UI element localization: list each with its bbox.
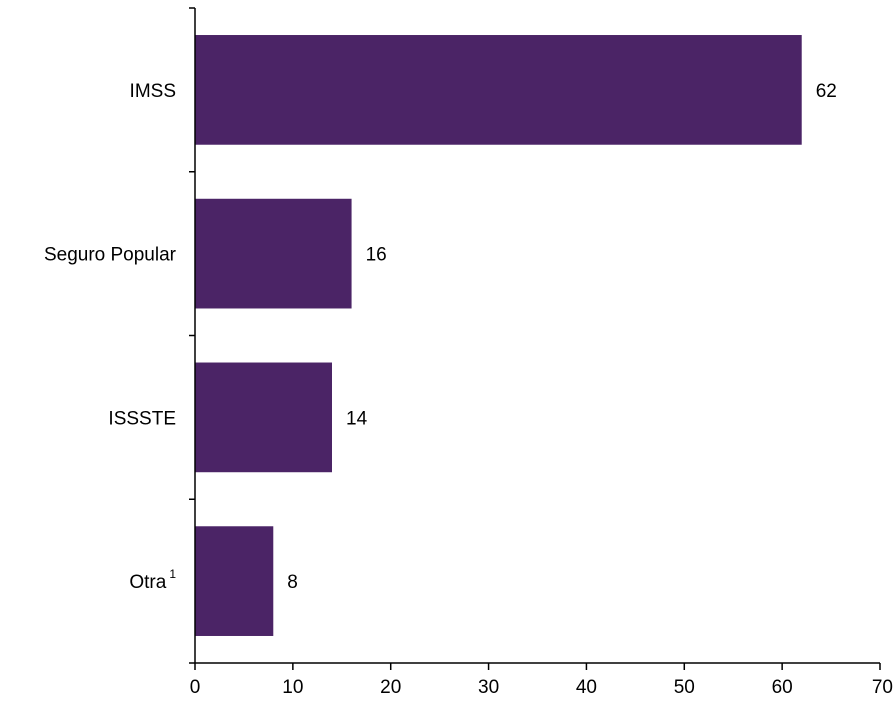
x-tick-label-0: 0 xyxy=(190,677,201,698)
bar-3 xyxy=(195,526,274,636)
data-label-0: 62 xyxy=(816,81,837,102)
category-label-text-2: ISSSTE xyxy=(108,408,176,429)
x-tick-label-4: 40 xyxy=(576,677,597,698)
x-tick-label-3: 30 xyxy=(478,677,499,698)
category-label-text-0: IMSS xyxy=(130,81,176,102)
x-tick-label-6: 60 xyxy=(772,677,793,698)
data-label-2: 14 xyxy=(346,408,368,429)
category-label-3: Otra 1 xyxy=(129,567,176,593)
bar-0 xyxy=(195,35,802,145)
data-labels-group: 62 16 14 8 xyxy=(287,81,837,593)
data-label-3: 8 xyxy=(287,572,298,593)
x-tick-label-2: 20 xyxy=(380,677,401,698)
bars-group xyxy=(195,35,802,636)
axes-group xyxy=(189,7,880,664)
bar-1 xyxy=(195,198,352,309)
category-label-2: ISSSTE xyxy=(108,408,176,429)
x-tick-label-1: 10 xyxy=(282,677,303,698)
bar-2 xyxy=(195,362,332,473)
x-tick-label-7: 70 xyxy=(872,677,893,698)
x-tick-label-5: 50 xyxy=(674,677,695,698)
category-label-text-1: Seguro Popular xyxy=(44,245,177,266)
category-label-0: IMSS xyxy=(130,81,176,102)
category-label-1: Seguro Popular xyxy=(44,245,177,266)
category-superscript-3: 1 xyxy=(169,567,176,581)
category-labels-group: IMSS Seguro Popular ISSSTE Otra 1 xyxy=(44,81,177,593)
data-label-1: 16 xyxy=(366,245,387,266)
category-label-text-3: Otra xyxy=(129,572,166,593)
x-ticks-group: 0 10 20 30 40 50 60 70 xyxy=(190,663,893,698)
